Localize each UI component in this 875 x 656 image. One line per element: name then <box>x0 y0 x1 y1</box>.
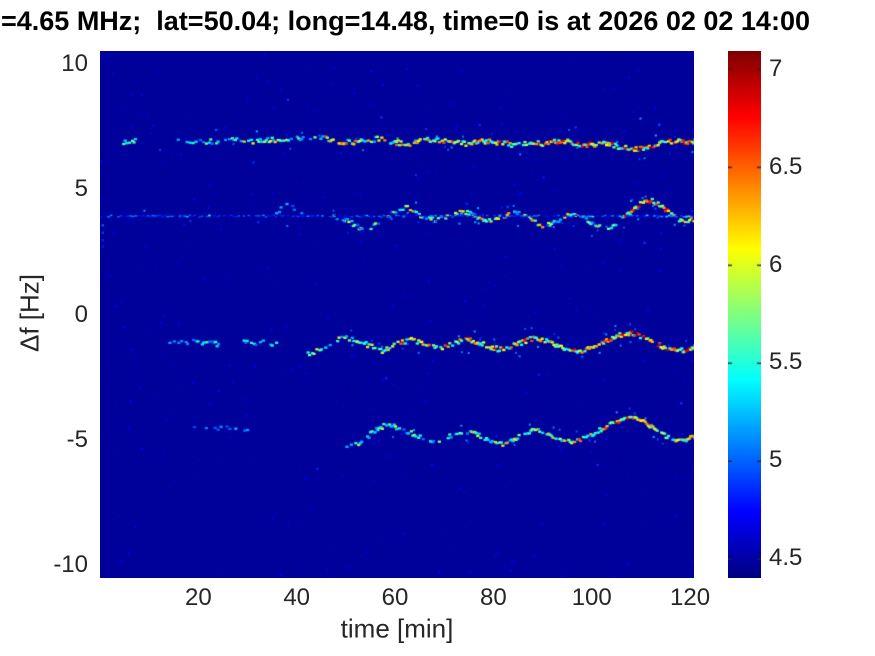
x-tick-label: 80 <box>480 584 507 611</box>
colorbar-tick-label: 6 <box>769 250 783 278</box>
x-tick-label: 60 <box>381 584 409 611</box>
y-tick-label: 0 <box>74 300 88 328</box>
x-tick-label: 100 <box>571 584 612 611</box>
colorbar-tick-label: 5.5 <box>769 348 803 376</box>
x-tick-label: 120 <box>670 584 711 611</box>
y-tick-label: 10 <box>61 49 88 77</box>
x-tick-label: 20 <box>184 584 212 611</box>
y-tick-label: 5 <box>74 175 88 203</box>
colorbar-tick-label: 4.5 <box>769 544 803 572</box>
y-tick-label: -10 <box>53 551 88 579</box>
colorbar <box>728 51 761 578</box>
y-tick-label: -5 <box>66 425 88 453</box>
colorbar-tick-label: 5 <box>769 446 783 474</box>
x-tick-label: 40 <box>283 584 311 611</box>
chart-title: =4.65 MHz; lat=50.04; long=14.48, time=0… <box>1 6 810 36</box>
colorbar-tick-label: 6.5 <box>769 152 803 180</box>
x-axis-label: time [min] <box>340 613 454 644</box>
spectrogram-plot <box>100 51 694 578</box>
colorbar-tick-label: 7 <box>769 54 783 82</box>
